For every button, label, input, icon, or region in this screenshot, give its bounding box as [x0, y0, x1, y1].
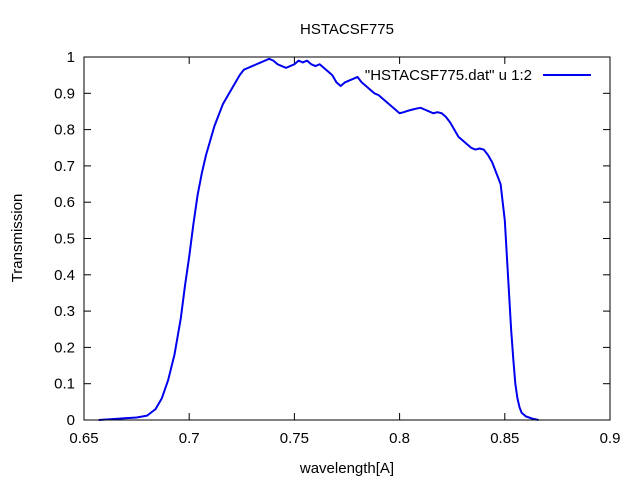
chart-title: HSTACSF775: [300, 21, 394, 38]
y-tick-label: 0.3: [54, 303, 75, 320]
y-tick-label: 0.2: [54, 339, 75, 356]
plot-frame: [83, 56, 611, 421]
x-tick-label: 0.7: [179, 430, 200, 447]
x-tick-label: 0.75: [280, 430, 309, 447]
y-tick-label: 0: [67, 412, 75, 429]
x-tick-label: 0.9: [600, 430, 621, 447]
y-axis-label: Transmission: [9, 194, 26, 283]
series-layer: [98, 57, 539, 421]
x-tick-label: 0.8: [389, 430, 410, 447]
legend-label: "HSTACSF775.dat" u 1:2: [365, 67, 532, 84]
x-axis-label: wavelength[A]: [299, 460, 394, 477]
y-tick-label: 0.7: [54, 158, 75, 175]
y-tick-label: 0.6: [54, 194, 75, 211]
x-tick-label: 0.65: [69, 430, 98, 447]
series-line: [98, 57, 539, 421]
y-tick-label: 1: [67, 49, 75, 66]
y-tick-label: 0.1: [54, 376, 75, 393]
y-tick-label: 0.8: [54, 122, 75, 139]
x-tick-label: 0.85: [490, 430, 519, 447]
y-tick-label: 0.9: [54, 85, 75, 102]
y-tick-label: 0.5: [54, 231, 75, 248]
legend: "HSTACSF775.dat" u 1:2: [365, 67, 591, 84]
y-tick-label: 0.4: [54, 267, 75, 284]
